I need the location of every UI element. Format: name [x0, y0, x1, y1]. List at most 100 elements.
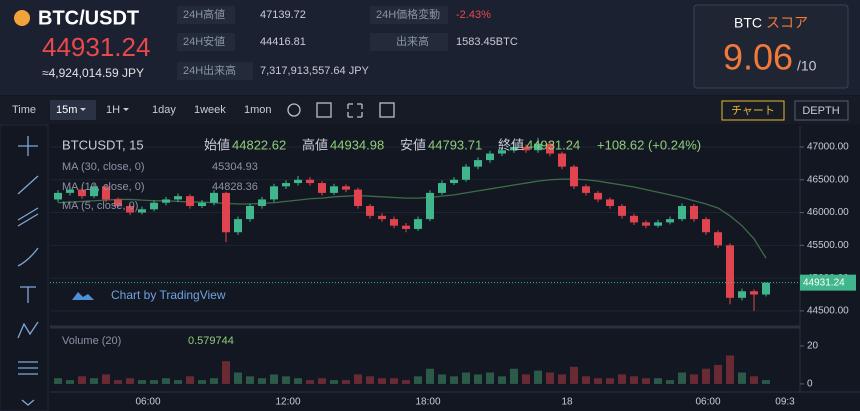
stat-value: 1583.45BTC	[456, 36, 518, 48]
candle-body	[126, 206, 134, 213]
volume-bar	[474, 374, 482, 384]
candle-body	[702, 219, 710, 233]
legend: BTCUSDT, 15 始値 44822.62 高値 44934.98 安値 4…	[62, 137, 701, 346]
dropdown-caret	[80, 108, 86, 111]
volume-bar	[246, 376, 254, 384]
candle-body	[282, 183, 290, 187]
candle-body	[534, 143, 542, 151]
dropdown-caret	[123, 108, 129, 111]
volume-bar	[294, 378, 302, 384]
volume-bar	[618, 374, 626, 384]
volume-bar	[258, 378, 266, 384]
volume-value: 0.579744	[188, 335, 234, 347]
volume-bar	[270, 374, 278, 384]
interval[interactable]: 1day	[152, 104, 176, 116]
volume-bar	[102, 374, 110, 384]
save-icon[interactable]	[379, 102, 395, 118]
y-tick-label: 46500.00	[807, 174, 849, 185]
settings-icon[interactable]	[287, 103, 301, 117]
candle-body	[462, 166, 470, 180]
candle-body	[414, 219, 422, 229]
fib-tool[interactable]	[17, 207, 39, 227]
indicator-icon[interactable]	[316, 102, 332, 118]
depth-button[interactable]	[794, 100, 849, 121]
candle-body	[114, 199, 122, 206]
volume-bar	[318, 378, 326, 384]
candle-body	[270, 186, 278, 200]
candle-body	[174, 196, 182, 200]
candle-body	[366, 206, 374, 216]
toolbar-bg	[0, 96, 860, 124]
pattern-tool[interactable]	[17, 321, 39, 339]
price: 44931.24	[42, 32, 150, 62]
line-tool[interactable]	[17, 175, 39, 195]
candle-body	[510, 146, 518, 151]
toolbar-icons	[287, 102, 395, 118]
candle-body	[318, 183, 326, 193]
brush-tool[interactable]	[17, 247, 39, 267]
interval[interactable]: 1H	[106, 104, 120, 116]
candle-body	[762, 282, 770, 295]
x-tick-label: 12:00	[275, 397, 300, 408]
candle-body	[150, 202, 158, 210]
indicator-value: 45304.93	[212, 161, 258, 173]
candle-body	[678, 206, 686, 220]
candle-body	[558, 153, 566, 167]
volume-bar	[114, 380, 122, 384]
volume-bar	[642, 378, 650, 384]
volume-bar	[606, 378, 614, 384]
stat-value: -2.43%	[456, 9, 491, 21]
candle-body	[690, 206, 698, 220]
legend-open: 44822.62	[232, 137, 286, 152]
candle-body	[78, 189, 86, 197]
stat-value: 44416.81	[260, 36, 306, 48]
candle-body	[498, 150, 506, 154]
volume-bar	[762, 380, 770, 384]
legend-close-label: 終値	[498, 137, 524, 152]
volume-bar	[462, 372, 470, 384]
volume-bar	[162, 378, 170, 384]
score-max: /10	[797, 58, 817, 74]
volume-tick-label: 0	[807, 379, 813, 390]
volume-bar	[210, 378, 218, 384]
volume-bar	[750, 376, 758, 384]
volume-bar	[66, 380, 74, 384]
volume-bar	[738, 372, 746, 384]
text-tool[interactable]	[20, 286, 36, 303]
crosshair-tool[interactable]	[18, 136, 38, 156]
candle-body	[594, 192, 602, 200]
interval[interactable]: 15m	[56, 104, 77, 116]
volume-bar	[306, 380, 314, 384]
candle-body	[630, 215, 638, 223]
candle-body	[138, 209, 146, 213]
y-tick-label: 45500.00	[807, 240, 849, 251]
more-tools[interactable]	[21, 399, 35, 406]
legend-close: 44931.24	[526, 137, 580, 152]
fullscreen-icon[interactable]	[347, 103, 363, 118]
measure-tool[interactable]	[18, 361, 38, 375]
legend-high-label: 高値	[302, 137, 328, 152]
candle-body	[726, 245, 734, 298]
interval[interactable]: 1mon	[244, 104, 272, 116]
candle-body	[450, 179, 458, 184]
volume-bar	[414, 376, 422, 384]
candle-body	[330, 186, 338, 193]
volume-bar	[402, 380, 410, 384]
volume-bar	[186, 376, 194, 384]
y-tick-label: 47000.00	[807, 142, 849, 153]
stat-box	[370, 33, 448, 51]
candle-body	[210, 192, 218, 203]
score-label: スコア	[766, 15, 808, 31]
stat-box	[177, 6, 235, 24]
candle-body	[54, 192, 62, 200]
volume-bar	[138, 380, 146, 384]
candle-body	[714, 232, 722, 246]
candle-body	[234, 219, 242, 233]
volume-bar	[342, 380, 350, 384]
volume-bar	[198, 380, 206, 384]
chart-button[interactable]	[721, 100, 785, 121]
candle-body	[750, 291, 758, 295]
volume-bar	[330, 380, 338, 384]
ma-line	[57, 178, 767, 259]
interval[interactable]: 1week	[194, 104, 226, 116]
